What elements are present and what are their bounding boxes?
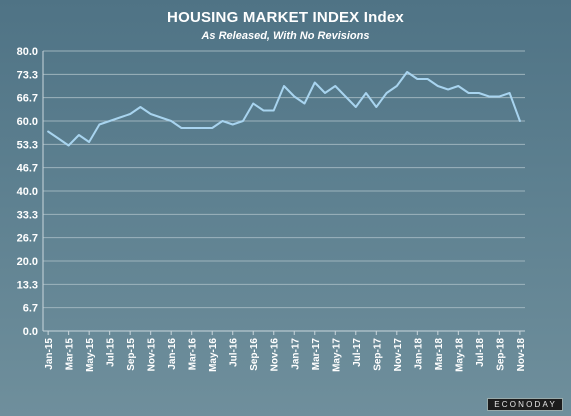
x-tick-label: Mar-16 <box>188 338 199 371</box>
data-point <box>478 92 480 94</box>
brand-logo: ECONODAY <box>487 398 563 411</box>
data-point <box>57 138 59 140</box>
chart-title: HOUSING MARKET INDEX Index <box>167 9 404 26</box>
data-point <box>304 103 306 105</box>
data-point <box>375 106 377 108</box>
data-point <box>355 106 357 108</box>
data-point <box>509 92 511 94</box>
data-point <box>447 89 449 91</box>
data-point <box>365 92 367 94</box>
data-point <box>180 127 182 129</box>
data-point <box>139 106 141 108</box>
data-point <box>386 92 388 94</box>
x-tick-label: May-15 <box>85 338 96 372</box>
x-tick-label: Jan-16 <box>167 338 178 370</box>
series-layer <box>47 71 521 147</box>
y-tick-label: 33.3 <box>17 209 38 221</box>
x-tick-label: Sep-15 <box>126 338 137 371</box>
data-point <box>396 85 398 87</box>
y-tick-label: 80.0 <box>17 46 38 58</box>
data-point <box>273 110 275 112</box>
x-tick-label: Jul-18 <box>475 338 486 367</box>
data-point <box>160 117 162 119</box>
data-point <box>416 78 418 80</box>
x-tick-label: Mar-17 <box>311 338 322 371</box>
x-tick-label: Sep-16 <box>249 338 260 371</box>
x-tick-label: Nov-17 <box>393 338 404 372</box>
data-point <box>252 103 254 105</box>
x-tick-label: Jul-16 <box>229 338 240 367</box>
data-point <box>468 92 470 94</box>
x-tick-label: May-18 <box>454 338 465 372</box>
y-tick-label: 46.7 <box>17 163 38 175</box>
data-point <box>324 92 326 94</box>
data-point <box>262 110 264 112</box>
data-point <box>314 82 316 84</box>
x-tick-label: Nov-15 <box>147 338 158 372</box>
x-tick-label: Jul-17 <box>352 338 363 367</box>
y-tick-label: 66.7 <box>17 93 38 105</box>
x-axis-ticks: Jan-15 Mar-15 May-15 Jul-15 Sep-15 Nov-15 Jan-… <box>44 331 527 372</box>
x-tick-label: Jan-18 <box>413 338 424 370</box>
x-tick-label: Nov-18 <box>516 338 527 372</box>
y-tick-label: 0.0 <box>23 326 38 338</box>
chart-subtitle: As Released, With No Revisions <box>201 30 370 42</box>
x-tick-label: Jan-15 <box>44 338 55 370</box>
y-tick-label: 73.3 <box>17 69 38 81</box>
x-tick-label: Mar-15 <box>65 338 76 371</box>
data-point <box>78 134 80 136</box>
data-point <box>334 85 336 87</box>
grid-lines <box>42 50 525 332</box>
x-tick-label: May-16 <box>208 338 219 372</box>
y-tick-label: 20.0 <box>17 256 38 268</box>
y-tick-label: 13.3 <box>17 279 38 291</box>
data-point <box>283 85 285 87</box>
data-point <box>406 71 408 73</box>
data-point <box>457 85 459 87</box>
y-tick-label: 60.0 <box>17 116 38 128</box>
data-point <box>427 78 429 80</box>
data-point <box>232 124 234 126</box>
data-point <box>345 96 347 98</box>
data-point <box>211 127 213 129</box>
data-point <box>293 96 295 98</box>
x-tick-label: Sep-18 <box>495 338 506 371</box>
x-tick-label: Jul-15 <box>106 338 117 367</box>
x-tick-label: Mar-18 <box>434 338 445 371</box>
data-point <box>129 113 131 115</box>
data-point <box>437 85 439 87</box>
data-point <box>191 127 193 129</box>
y-tick-label: 53.3 <box>17 139 38 151</box>
data-point <box>109 120 111 122</box>
x-tick-label: May-17 <box>331 338 342 372</box>
data-point <box>221 120 223 122</box>
data-point <box>88 141 90 143</box>
data-point <box>68 145 70 147</box>
y-tick-label: 6.7 <box>23 303 38 315</box>
data-point <box>498 96 500 98</box>
data-point <box>242 120 244 122</box>
x-tick-label: Nov-16 <box>270 338 281 372</box>
data-point <box>170 120 172 122</box>
x-tick-label: Sep-17 <box>372 338 383 371</box>
series-line <box>47 71 521 147</box>
x-tick-label: Jan-17 <box>290 338 301 370</box>
data-point <box>201 127 203 129</box>
data-point <box>47 131 49 133</box>
y-axis-ticks: 0.0 6.7 13.3 20.0 26.7 33.3 40.0 46.7 53.3 60.0 66… <box>17 46 38 338</box>
data-point <box>519 120 521 122</box>
y-tick-label: 26.7 <box>17 233 38 245</box>
y-tick-label: 40.0 <box>17 186 38 198</box>
data-point <box>119 117 121 119</box>
data-point <box>488 96 490 98</box>
data-point <box>98 124 100 126</box>
data-point <box>150 113 152 115</box>
